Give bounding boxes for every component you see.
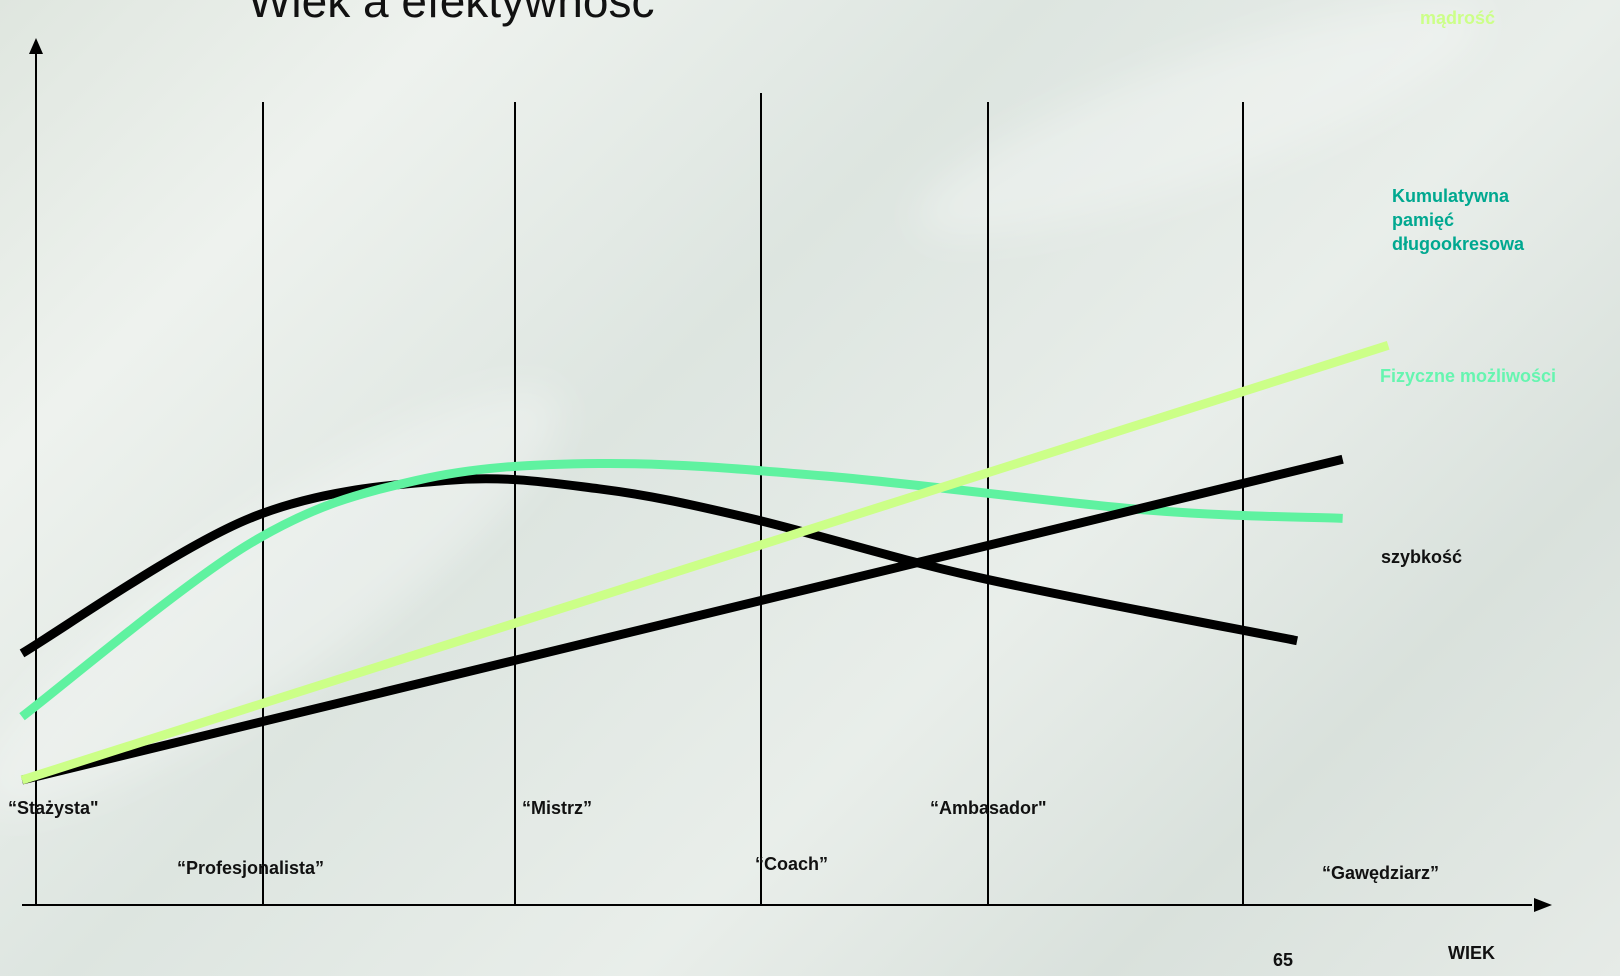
chart-curves: [19, 341, 1390, 785]
curve-memory: [20, 454, 1344, 785]
chart-axes: [22, 38, 1552, 912]
series-label-memory-line: Kumulatywna: [1392, 186, 1510, 206]
series-label-speed: szybkość: [1381, 547, 1463, 567]
series-label-memory: Kumulatywna pamięć długookresowa: [1392, 184, 1524, 256]
curve-wisdom: [20, 341, 1390, 785]
stage-label-storyteller: “Gawędziarz”: [1322, 863, 1440, 883]
stage-label-ambassador: “Ambasador": [930, 798, 1047, 818]
series-label-memory-line: pamięć: [1392, 210, 1455, 230]
slide-title: Wiek a efektywność: [248, 0, 655, 27]
x-axis-arrow: [1534, 898, 1552, 912]
x-axis-label: WIEK: [1448, 943, 1495, 963]
stage-label-professional: “Profesjonalista”: [177, 858, 325, 878]
series-label-physical: Fizyczne możliwości: [1380, 366, 1557, 386]
stage-label-intern: “Stażysta": [8, 798, 99, 818]
stage-dividers: [262, 93, 1244, 905]
stage-label-master: “Mistrz”: [522, 798, 593, 818]
series-label-wisdom: mądrość: [1420, 8, 1496, 28]
curve-speed: [19, 474, 1298, 658]
stage-label-coach: “Coach”: [755, 854, 829, 874]
y-axis-arrow: [29, 38, 43, 54]
series-label-memory-line: długookresowa: [1392, 234, 1525, 254]
x-tick-label-65: 65: [1273, 950, 1294, 970]
